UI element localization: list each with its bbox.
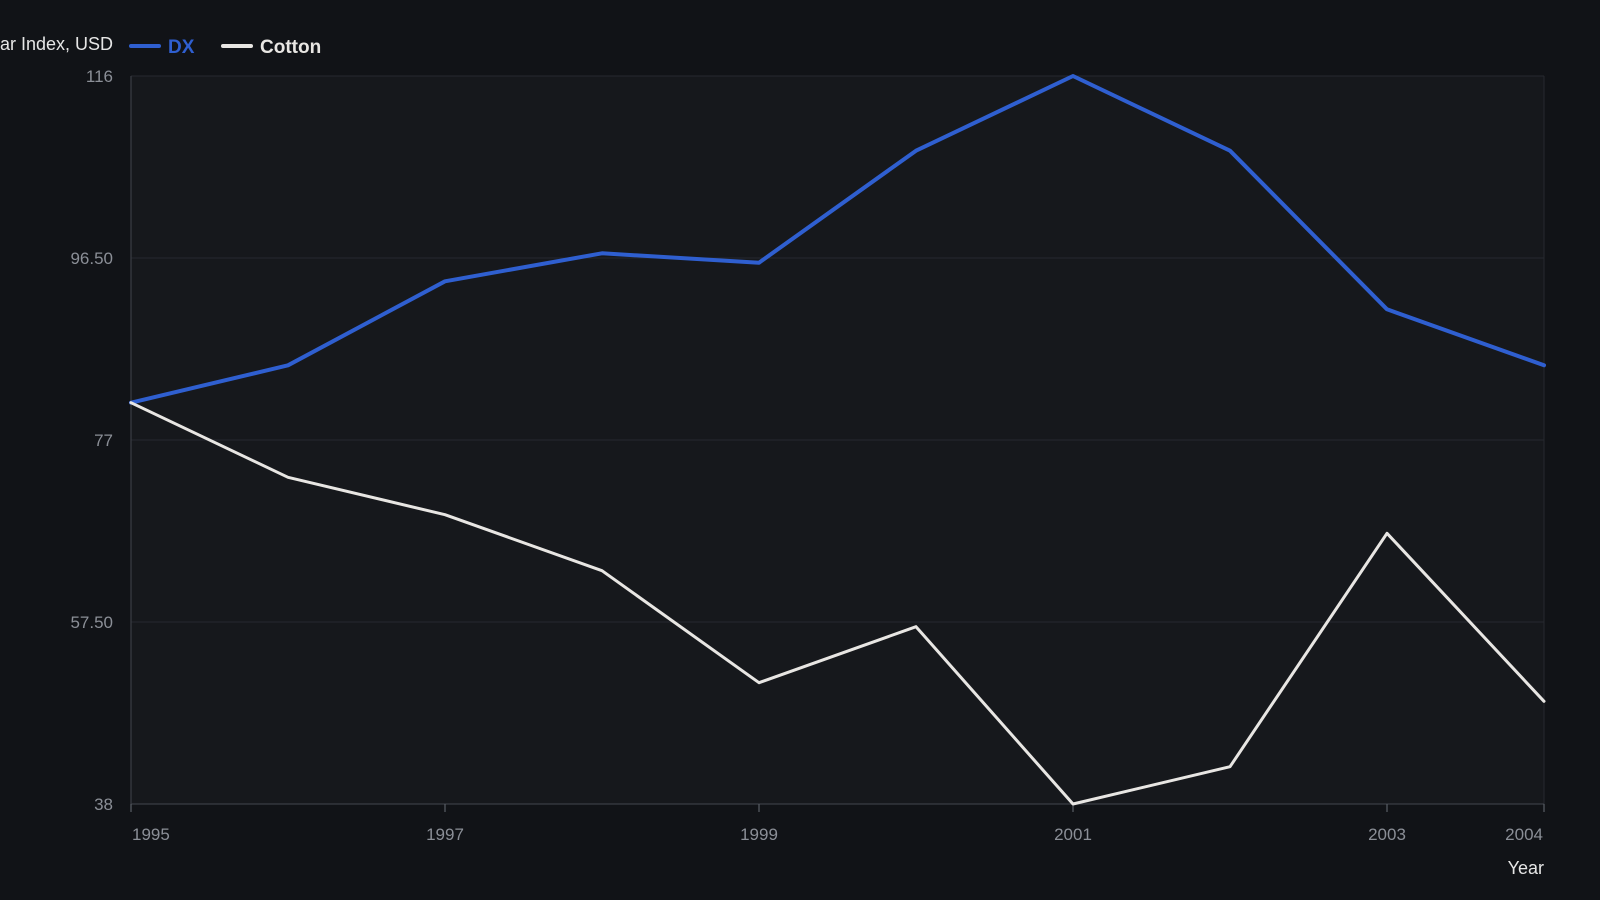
legend: ar Index, USD DX Cotton [0, 34, 321, 58]
series-line-dx [129, 74, 1546, 405]
y-tick-label: 77 [94, 431, 113, 450]
y-tick-label: 116 [86, 67, 113, 86]
y-axis-title: ar Index, USD [0, 34, 113, 54]
x-tick-label: 2001 [1054, 825, 1092, 844]
x-tick-label: 1997 [426, 825, 464, 844]
y-tick-label: 96.50 [70, 249, 113, 268]
y-tick-label: 57.50 [70, 613, 113, 632]
x-tick-label: 2004 [1505, 825, 1543, 844]
series-lines [129, 74, 1546, 806]
x-tick-label: 1999 [740, 825, 778, 844]
x-tick-label: 1995 [132, 825, 170, 844]
axes: 116 96.50 77 57.50 38 1995 1997 1999 2001 2003 200… [70, 67, 1545, 844]
legend-label-dx: DX [168, 37, 195, 58]
series-line-cotton [129, 401, 1546, 806]
gridlines [131, 75, 1545, 805]
legend-label-cotton: Cotton [260, 37, 321, 58]
x-axis-title: Year [1508, 858, 1544, 878]
x-tick-label: 2003 [1368, 825, 1406, 844]
y-tick-label: 38 [94, 795, 113, 814]
